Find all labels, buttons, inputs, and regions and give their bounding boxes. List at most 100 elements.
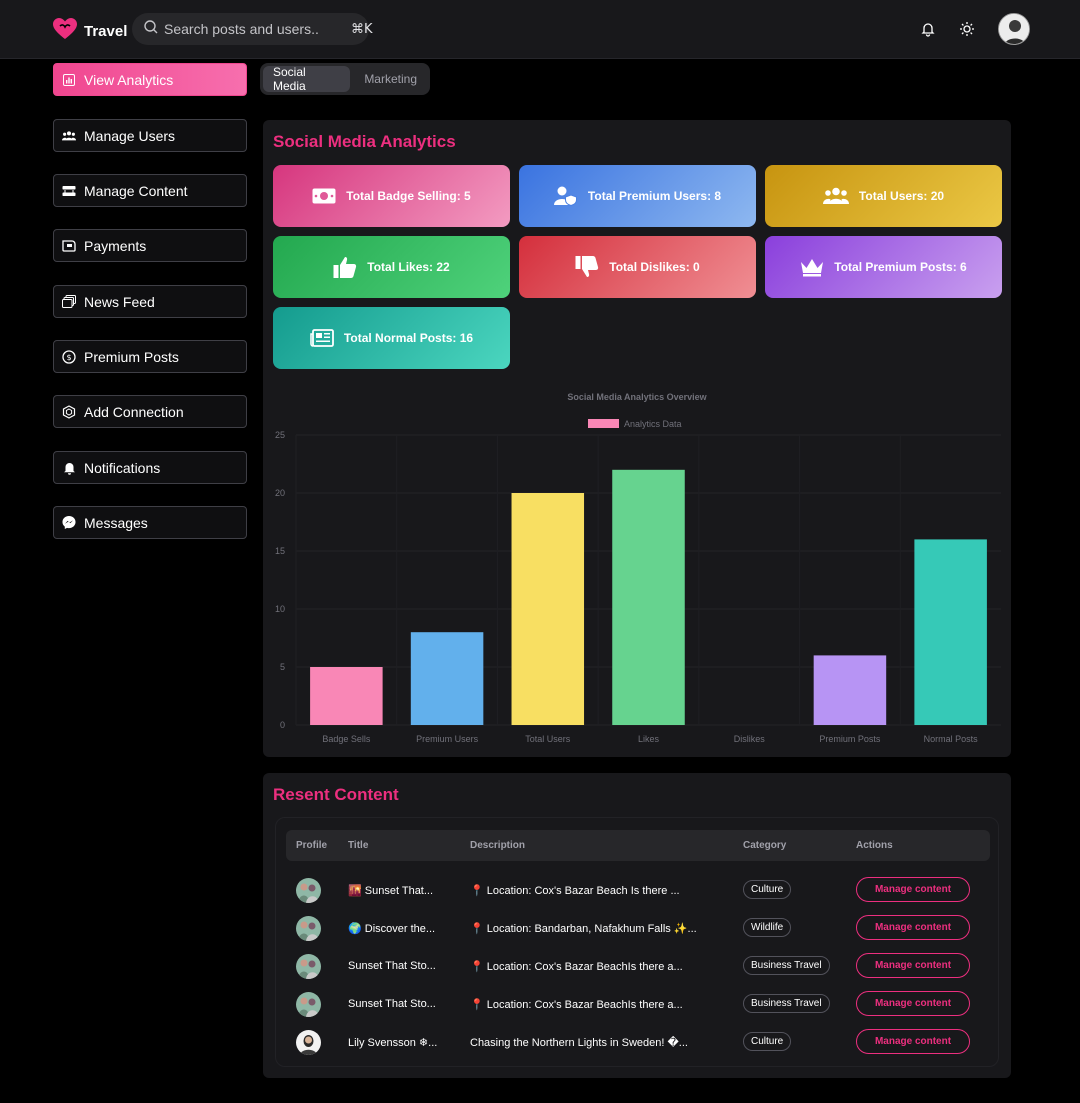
stat-total-users[interactable]: Total Users: 20 — [765, 165, 1002, 227]
legend-label: Analytics Data — [624, 419, 682, 429]
tab-social-media[interactable]: Social Media — [263, 65, 351, 93]
search-input[interactable] — [164, 21, 345, 37]
brand[interactable]: Travel — [52, 17, 127, 46]
premium-icon: $ — [62, 349, 76, 364]
recent-content-table: Profile Title Description Category Actio… — [275, 817, 999, 1067]
table-row: Sunset That Sto... 📍 Location: Cox's Baza… — [286, 948, 990, 986]
thumbs-down-icon — [575, 255, 599, 279]
content-icon — [62, 184, 76, 198]
profile-avatar[interactable] — [296, 954, 321, 979]
bar-chart: Social Media Analytics Overview Analytics… — [275, 392, 1001, 744]
premium-user-icon — [553, 186, 578, 206]
table-row: 🌍 Discover the... 📍 Location: Bandarban, … — [286, 910, 990, 948]
newspaper-icon — [310, 329, 334, 347]
top-bar: Travel ⌘K — [0, 0, 1080, 59]
bell-icon — [62, 461, 76, 475]
profile-avatar[interactable] — [296, 878, 321, 903]
user-avatar[interactable] — [998, 13, 1030, 45]
y-tick-label: 15 — [275, 546, 285, 556]
stat-premium-users[interactable]: Total Premium Users: 8 — [519, 165, 756, 227]
row-description: 📍 Location: Cox's Bazar Beach Is there .… — [470, 885, 680, 897]
profile-avatar[interactable] — [296, 916, 321, 941]
sidebar-item-label: Premium Posts — [84, 348, 179, 365]
manage-content-button[interactable]: Manage content — [856, 953, 970, 978]
sidebar-item-premium-posts[interactable]: $ Premium Posts — [53, 340, 247, 373]
search-icon — [144, 19, 158, 39]
stat-label: Total Premium Posts: 6 — [834, 260, 967, 274]
chart-title: Social Media Analytics Overview — [567, 392, 707, 402]
table-row: Sunset That Sto... 📍 Location: Cox's Baza… — [286, 986, 990, 1024]
connection-icon — [62, 404, 76, 419]
stat-label: Total Premium Users: 8 — [587, 189, 722, 203]
money-icon — [312, 188, 336, 204]
y-tick-label: 5 — [280, 662, 285, 672]
stat-normal-posts[interactable]: Total Normal Posts: 16 — [273, 307, 510, 369]
sidebar-item-manage-content[interactable]: Manage Content — [53, 174, 247, 207]
recent-content-card: Resent Content Profile Title Description… — [263, 773, 1011, 1078]
x-tick-label: Premium Posts — [819, 734, 881, 744]
manage-content-button[interactable]: Manage content — [856, 991, 970, 1016]
bar — [511, 493, 585, 725]
row-description: Chasing the Northern Lights in Sweden! �… — [470, 1037, 688, 1049]
search-bar[interactable]: ⌘K — [132, 13, 373, 45]
profile-avatar[interactable] — [296, 992, 321, 1017]
y-tick-label: 0 — [280, 720, 285, 730]
sun-icon[interactable] — [957, 19, 977, 39]
analytics-card: Social Media Analytics Total Badge Selli… — [263, 120, 1011, 757]
manage-content-button[interactable]: Manage content — [856, 915, 970, 940]
sidebar-item-label: Manage Users — [84, 127, 176, 144]
x-tick-label: Likes — [638, 734, 660, 744]
sidebar-item-messages[interactable]: Messages — [53, 506, 247, 539]
sidebar-item-notifications[interactable]: Notifications — [53, 451, 247, 484]
messenger-icon — [62, 515, 76, 530]
sidebar-item-label: Add Connection — [84, 403, 184, 420]
bar — [612, 469, 685, 725]
table-row: 🌇 Sunset That... 📍 Location: Cox's Bazar … — [286, 872, 990, 910]
sidebar-item-view-analytics[interactable]: View Analytics — [53, 63, 247, 96]
sidebar-item-label: News Feed — [84, 293, 155, 310]
stat-total-likes[interactable]: Total Likes: 22 — [273, 236, 510, 298]
row-description: 📍 Location: Cox's Bazar BeachIs there a.… — [470, 999, 683, 1011]
row-title: Sunset That Sto... — [348, 960, 436, 972]
sidebar-item-payments[interactable]: Payments — [53, 229, 247, 262]
stat-total-dislikes[interactable]: Total Dislikes: 0 — [519, 236, 756, 298]
users-icon — [822, 187, 849, 205]
recent-content-title: Resent Content — [273, 785, 399, 804]
bar — [410, 632, 484, 725]
stat-premium-posts[interactable]: Total Premium Posts: 6 — [765, 236, 1002, 298]
stat-label: Total Users: 20 — [858, 189, 945, 203]
thumbs-up-icon — [333, 255, 357, 279]
header-title: Title — [348, 840, 369, 851]
header-description: Description — [470, 840, 526, 851]
crown-icon — [800, 257, 824, 277]
manage-content-button[interactable]: Manage content — [856, 1029, 970, 1054]
header-profile: Profile — [296, 840, 328, 851]
sidebar-item-manage-users[interactable]: Manage Users — [53, 119, 247, 152]
bar — [310, 667, 383, 725]
category-badge: Business Travel — [743, 994, 830, 1013]
header-actions: Actions — [856, 840, 893, 851]
sidebar-item-news-feed[interactable]: News Feed — [53, 285, 247, 318]
x-tick-label: Normal Posts — [924, 734, 979, 744]
x-tick-label: Badge Sells — [322, 734, 371, 744]
profile-avatar[interactable] — [296, 1030, 321, 1055]
table-row: Lily Svensson ❄... Chasing the Northern L… — [286, 1024, 990, 1062]
shortcut-hint: ⌘K — [351, 21, 373, 37]
bell-icon[interactable] — [918, 19, 938, 39]
sidebar-item-label: Payments — [84, 237, 147, 254]
row-description: 📍 Location: Cox's Bazar BeachIs there a.… — [470, 961, 683, 973]
y-tick-label: 20 — [275, 488, 285, 498]
bar — [914, 539, 987, 725]
brand-name: Travel — [84, 23, 128, 40]
y-tick-label: 10 — [275, 604, 285, 614]
table-header: Profile Title Description Category Actio… — [286, 830, 990, 861]
stat-badge-selling[interactable]: Total Badge Selling: 5 — [273, 165, 510, 227]
news-feed-icon — [62, 295, 76, 309]
x-tick-label: Total Users — [525, 734, 571, 744]
stat-label: Total Likes: 22 — [367, 260, 450, 274]
category-badge: Wildlife — [743, 918, 792, 937]
tab-marketing[interactable]: Marketing — [364, 72, 417, 86]
row-description: 📍 Location: Bandarban, Nafakhum Falls ✨.… — [470, 923, 697, 935]
manage-content-button[interactable]: Manage content — [856, 877, 970, 902]
sidebar-item-add-connection[interactable]: Add Connection — [53, 395, 247, 428]
